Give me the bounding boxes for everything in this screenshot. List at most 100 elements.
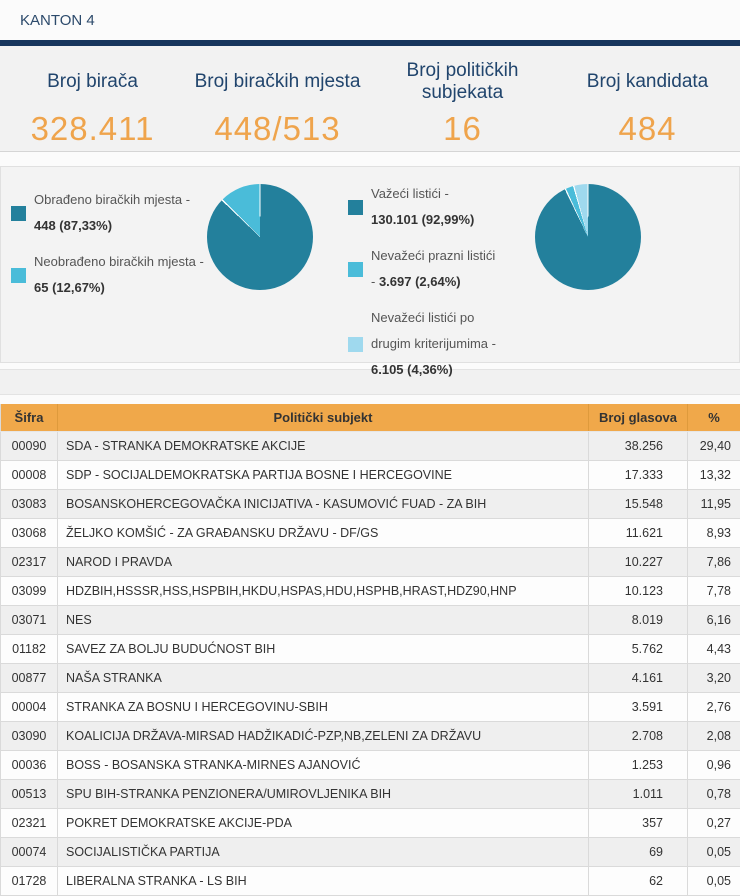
stat-value: 448/513: [185, 110, 370, 148]
cell-votes: 3.591: [589, 693, 688, 722]
charts-panel: Obrađeno biračkih mjesta - 448 (87,33%) N…: [0, 166, 740, 363]
legend-swatch-icon: [348, 337, 363, 352]
cell-percent: 11,95: [688, 490, 740, 519]
cell-votes: 357: [589, 809, 688, 838]
cell-party: KOALICIJA DRŽAVA-MIRSAD HADŽIKADIĆ-PZP,N…: [58, 722, 589, 751]
column-header-party: Politički subjekt: [58, 404, 589, 432]
stat-polling-stations: Broj biračkih mjesta 448/513: [185, 46, 370, 151]
table-header-row: Šifra Politički subjekt Broj glasova %: [1, 404, 740, 432]
ballots-legend: Važeći listići - 130.101 (92,99%) Nevažeć…: [348, 181, 498, 393]
legend-label: Nevažeći listići po drugim kriterijumima…: [371, 305, 498, 383]
cell-code: 00004: [1, 693, 58, 722]
cell-code: 03071: [1, 606, 58, 635]
cell-party: BOSS - BOSANSKA STRANKA-MIRNES AJANOVIĆ: [58, 751, 589, 780]
cell-code: 03090: [1, 722, 58, 751]
polling-stations-pie-chart: [207, 184, 313, 290]
cell-party: NES: [58, 606, 589, 635]
legend-item: Nevažeći prazni listići - 3.697 (2,64%): [348, 243, 498, 295]
stat-voters: Broj birača 328.411: [0, 46, 185, 151]
cell-party: SDA - STRANKA DEMOKRATSKE AKCIJE: [58, 432, 589, 461]
page-title: KANTON 4: [20, 12, 95, 29]
cell-party: POKRET DEMOKRATSKE AKCIJE-PDA: [58, 809, 589, 838]
cell-votes: 11.621: [589, 519, 688, 548]
cell-votes: 62: [589, 867, 688, 896]
cell-party: NAROD I PRAVDA: [58, 548, 589, 577]
stat-label: Broj političkih subjekata: [378, 58, 548, 106]
legend-label: Važeći listići - 130.101 (92,99%): [371, 181, 498, 233]
cell-percent: 0,05: [688, 838, 740, 867]
cell-code: 03083: [1, 490, 58, 519]
legend-swatch-icon: [348, 262, 363, 277]
cell-percent: 7,78: [688, 577, 740, 606]
cell-percent: 2,08: [688, 722, 740, 751]
column-header-votes: Broj glasova: [589, 404, 688, 432]
cell-votes: 10.123: [589, 577, 688, 606]
cell-votes: 15.548: [589, 490, 688, 519]
cell-code: 01182: [1, 635, 58, 664]
cell-party: HDZBIH,HSSSR,HSS,HSPBIH,HKDU,HSPAS,HDU,H…: [58, 577, 589, 606]
legend-label: Neobrađeno biračkih mjesta - 65 (12,67%): [34, 249, 206, 301]
legend-label: Nevažeći prazni listići - 3.697 (2,64%): [371, 243, 498, 295]
cell-percent: 0,05: [688, 867, 740, 896]
stat-label: Broj birača: [47, 58, 138, 106]
cell-code: 01728: [1, 867, 58, 896]
cell-percent: 3,20: [688, 664, 740, 693]
polling-stations-legend: Obrađeno biračkih mjesta - 448 (87,33%) N…: [11, 187, 206, 311]
column-header-percent: %: [688, 404, 740, 432]
page-header: KANTON 4: [0, 0, 740, 40]
cell-code: 00008: [1, 461, 58, 490]
stat-value: 484: [555, 110, 740, 148]
legend-swatch-icon: [11, 268, 26, 283]
cell-code: 00090: [1, 432, 58, 461]
cell-votes: 5.762: [589, 635, 688, 664]
stat-political-subjects: Broj političkih subjekata 16: [370, 46, 555, 151]
cell-party: BOSANSKOHERCEGOVAČKA INICIJATIVA - KASUM…: [58, 490, 589, 519]
cell-votes: 17.333: [589, 461, 688, 490]
spacer: [0, 152, 740, 166]
legend-label: Obrađeno biračkih mjesta - 448 (87,33%): [34, 187, 206, 239]
legend-item: Važeći listići - 130.101 (92,99%): [348, 181, 498, 233]
cell-party: ŽELJKO KOMŠIĆ - ZA GRAĐANSKU DRŽAVU - DF…: [58, 519, 589, 548]
stat-label: Broj kandidata: [587, 58, 708, 106]
cell-code: 03099: [1, 577, 58, 606]
cell-party: NAŠA STRANKA: [58, 664, 589, 693]
cell-party: SPU BIH-STRANKA PENZIONERA/UMIROVLJENIKA…: [58, 780, 589, 809]
cell-code: 00877: [1, 664, 58, 693]
cell-votes: 69: [589, 838, 688, 867]
cell-percent: 29,40: [688, 432, 740, 461]
results-table: Šifra Politički subjekt Broj glasova % 0…: [0, 404, 740, 896]
cell-percent: 6,16: [688, 606, 740, 635]
legend-item: Obrađeno biračkih mjesta - 448 (87,33%): [11, 187, 206, 239]
cell-code: 03068: [1, 519, 58, 548]
cell-percent: 0,27: [688, 809, 740, 838]
stat-label: Broj biračkih mjesta: [195, 58, 361, 106]
cell-votes: 10.227: [589, 548, 688, 577]
cell-code: 00074: [1, 838, 58, 867]
cell-party: LIBERALNA STRANKA - LS BIH: [58, 867, 589, 896]
stat-value: 328.411: [0, 110, 185, 148]
cell-party: SAVEZ ZA BOLJU BUDUĆNOST BIH: [58, 635, 589, 664]
stat-value: 16: [370, 110, 555, 148]
cell-votes: 2.708: [589, 722, 688, 751]
cell-percent: 13,32: [688, 461, 740, 490]
legend-item: Nevažeći listići po drugim kriterijumima…: [348, 305, 498, 383]
column-header-code: Šifra: [1, 404, 58, 432]
cell-votes: 1.253: [589, 751, 688, 780]
cell-votes: 1.011: [589, 780, 688, 809]
